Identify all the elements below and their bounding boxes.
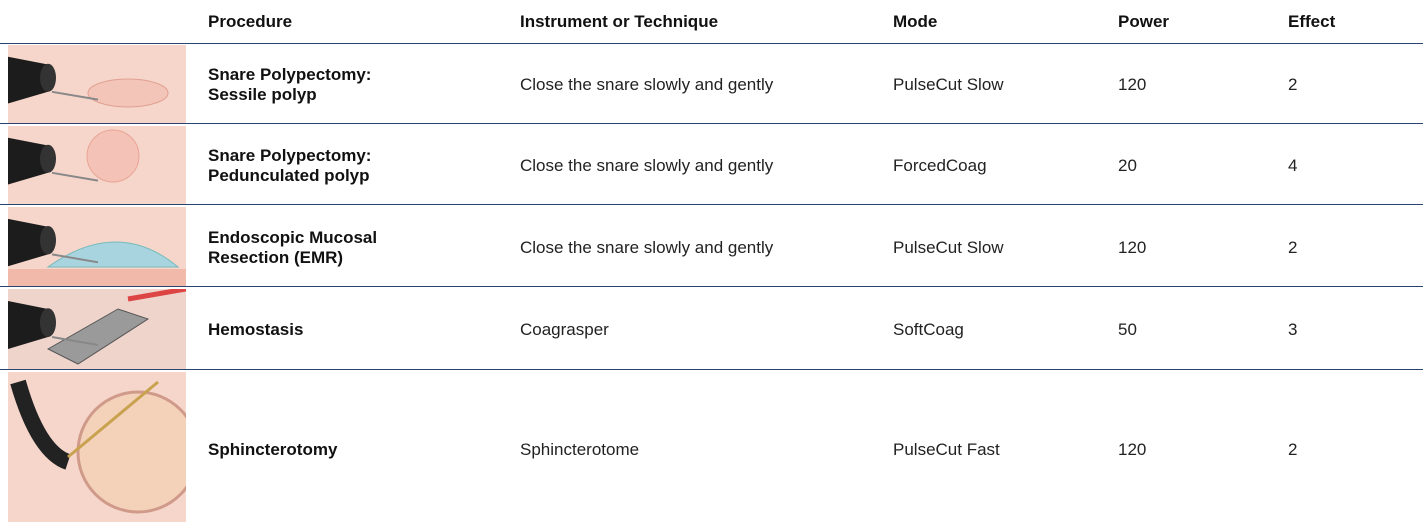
mode: ForcedCoag [893, 156, 987, 175]
procedure-illustration [8, 372, 186, 522]
effect: 2 [1288, 237, 1298, 257]
procedure-name: Hemostasis [208, 320, 304, 339]
effect: 2 [1288, 75, 1298, 94]
header-rule [0, 43, 1423, 44]
procedure-illustration [8, 45, 186, 123]
column-header: Mode [893, 12, 938, 31]
instrument: Close the snare slowly and gently [520, 156, 774, 175]
effect: 2 [1288, 440, 1298, 459]
procedure-name: Endoscopic Mucosal Resection (EMR) [208, 227, 378, 267]
procedure-illustration [8, 289, 186, 369]
column-header: Instrument or Technique [520, 12, 719, 31]
column-header: Effect [1288, 12, 1336, 31]
instrument: Coagrasper [520, 320, 609, 339]
row-rule [0, 286, 1423, 287]
procedure-illustration [8, 207, 186, 286]
procedure-illustration [8, 126, 186, 204]
row-rule [0, 369, 1423, 370]
mode: PulseCut Slow [893, 75, 1004, 94]
column-header: Procedure [208, 12, 293, 31]
row-rule [0, 204, 1423, 205]
procedure-name: Snare Polypectomy: Pedunculated polyp [208, 146, 372, 185]
mode: PulseCut Slow [893, 237, 1004, 257]
power: 20 [1118, 156, 1137, 175]
instrument: Close the snare slowly and gently [520, 237, 774, 257]
power: 120 [1118, 440, 1147, 459]
effect: 4 [1288, 156, 1298, 175]
power: 120 [1118, 75, 1147, 94]
instrument: Close the snare slowly and gently [520, 75, 774, 94]
instrument: Sphincterotome [520, 440, 640, 459]
column-header: Power [1118, 12, 1170, 31]
effect: 3 [1288, 320, 1298, 339]
mode: SoftCoag [893, 320, 964, 339]
procedure-name: Snare Polypectomy: Sessile polyp [208, 65, 372, 104]
power: 50 [1118, 320, 1137, 339]
power: 120 [1118, 237, 1147, 257]
procedure-name: Sphincterotomy [208, 440, 338, 459]
mode: PulseCut Fast [893, 440, 1000, 459]
row-rule [0, 123, 1423, 124]
